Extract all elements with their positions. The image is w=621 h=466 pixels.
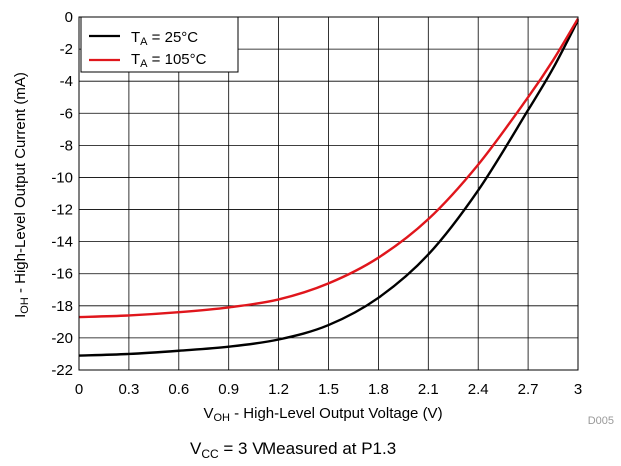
y-tick-label: 0: [65, 9, 73, 26]
legend-label-25c: TA = 25°C: [131, 29, 198, 48]
caption-vcc: VCC = 3 V: [190, 439, 264, 461]
y-tick-label: -8: [60, 137, 73, 154]
y-tick-label: -18: [51, 298, 73, 315]
x-tick-label: 0.3: [118, 381, 139, 398]
x-tick-label: 0.6: [168, 381, 189, 398]
x-axis-ticks: 0 0.3 0.6 0.9 1.2 1.5 1.8 2.1 2.4 2.7 3: [75, 381, 582, 398]
x-tick-label: 1.5: [318, 381, 339, 398]
series-line-105c: [78, 17, 580, 319]
y-tick-label: -22: [51, 362, 73, 379]
figure-id: D005: [588, 415, 614, 427]
y-axis-ticks: 0 -2 -4 -6 -8 -10 -12 -14 -16 -18 -20 -22: [51, 9, 73, 379]
x-tick-label: 2.7: [518, 381, 539, 398]
y-tick-label: -6: [60, 105, 73, 122]
y-tick-label: -14: [51, 234, 73, 251]
y-tick-label: -12: [51, 202, 73, 219]
y-tick-label: -4: [60, 73, 73, 90]
legend-label-105c: TA = 105°C: [131, 51, 207, 70]
series-lines: [78, 17, 580, 357]
x-tick-label: 0.9: [218, 381, 239, 398]
y-tick-label: -16: [51, 266, 73, 283]
x-tick-label: 1.2: [268, 381, 289, 398]
x-axis-title: VOH - High-Level Output Voltage (V): [203, 405, 442, 424]
legend: TA = 25°C TA = 105°C: [80, 16, 239, 73]
x-tick-label: 2.4: [468, 381, 489, 398]
x-tick-label: 0: [75, 381, 83, 398]
x-tick-label: 1.8: [368, 381, 389, 398]
series-line-25c: [78, 19, 580, 357]
plot-area-frame: [78, 16, 579, 371]
legend-box: [80, 16, 239, 73]
y-tick-label: -20: [51, 330, 73, 347]
x-tick-label: 2.1: [418, 381, 439, 398]
y-axis-title: IOH - High-Level Output Current (mA): [12, 72, 31, 318]
y-tick-label: -10: [51, 169, 73, 186]
caption-measured: Measured at P1.3: [262, 439, 396, 458]
x-tick-label: 3: [574, 381, 582, 398]
y-tick-label: -2: [60, 41, 73, 58]
